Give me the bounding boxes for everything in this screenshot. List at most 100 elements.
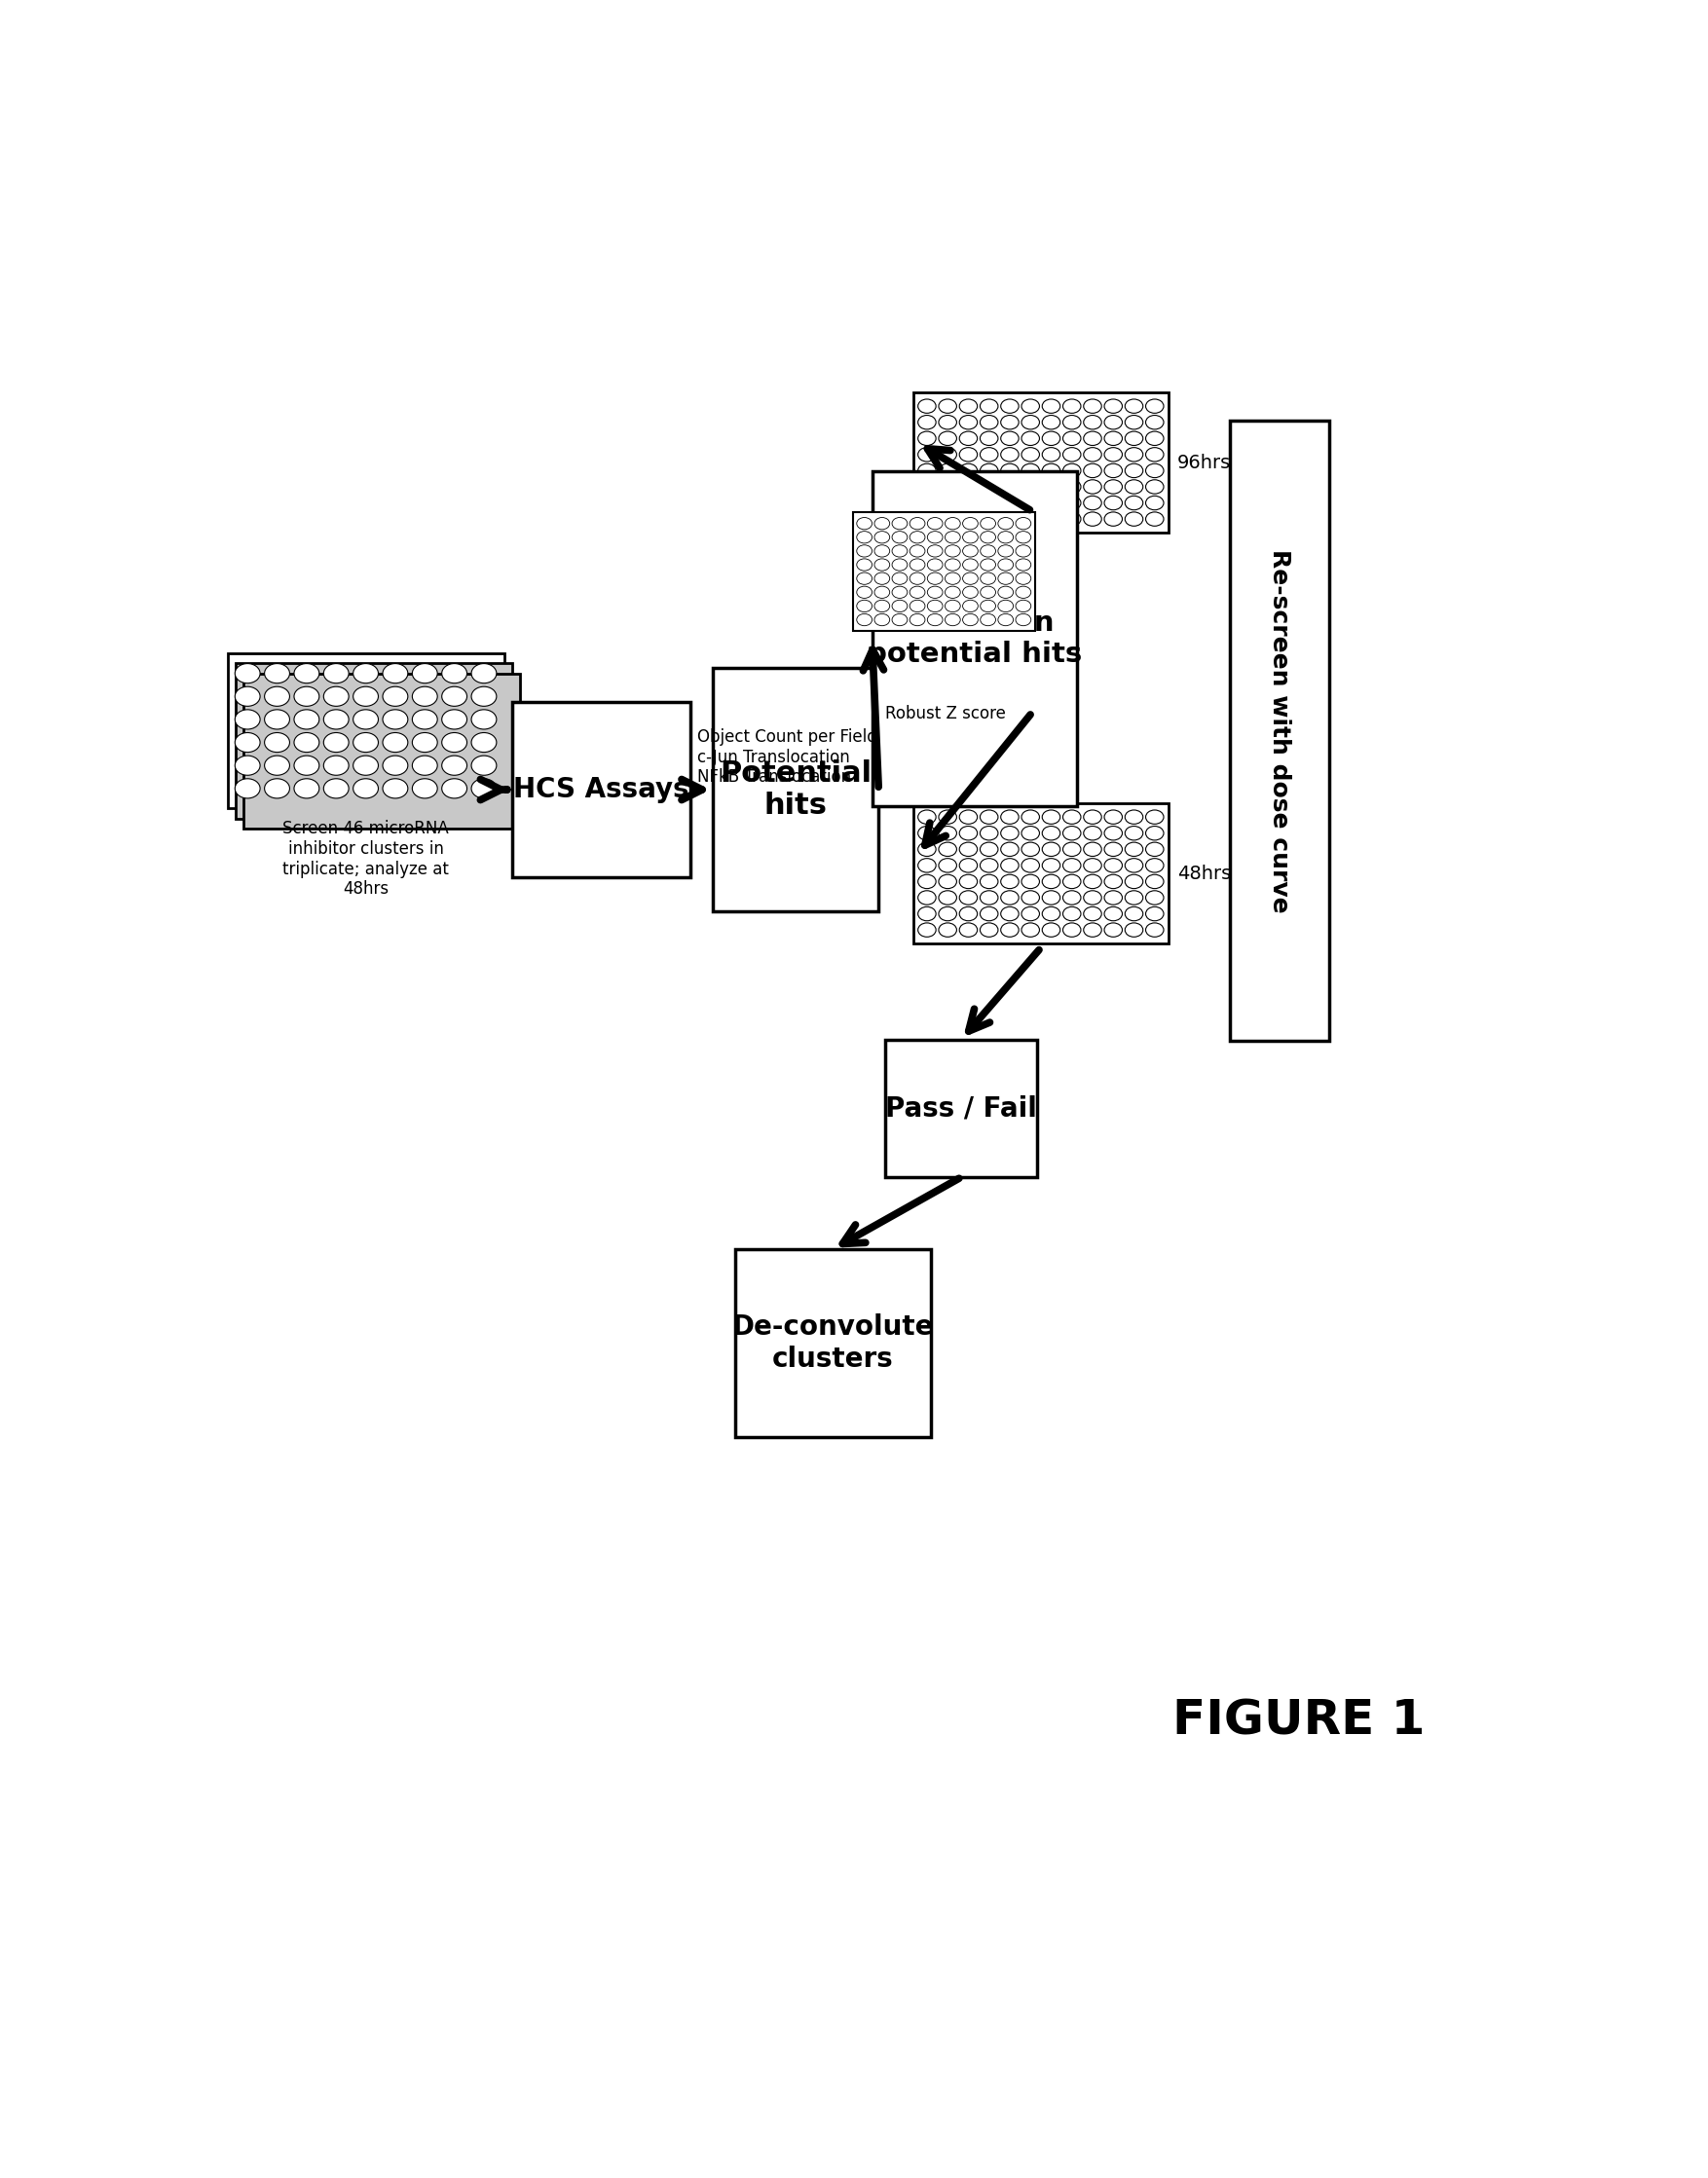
Ellipse shape (1105, 843, 1122, 856)
Ellipse shape (980, 906, 997, 921)
Ellipse shape (1062, 446, 1081, 462)
Ellipse shape (1146, 825, 1163, 841)
Ellipse shape (997, 560, 1013, 571)
Ellipse shape (1021, 431, 1040, 446)
Ellipse shape (997, 518, 1013, 529)
Ellipse shape (1021, 923, 1040, 937)
Ellipse shape (1105, 825, 1122, 841)
Ellipse shape (1126, 891, 1143, 904)
Ellipse shape (960, 497, 977, 510)
Ellipse shape (980, 416, 997, 429)
Ellipse shape (1083, 825, 1102, 841)
Ellipse shape (1126, 464, 1143, 477)
Ellipse shape (1083, 906, 1102, 921)
Ellipse shape (294, 756, 319, 775)
Ellipse shape (412, 732, 437, 751)
Text: 48hrs: 48hrs (1177, 865, 1231, 882)
Ellipse shape (1146, 810, 1163, 823)
Text: Re-screen
potential hits: Re-screen potential hits (868, 610, 1083, 669)
Ellipse shape (412, 686, 437, 706)
Ellipse shape (1042, 512, 1061, 527)
Ellipse shape (963, 531, 979, 542)
Ellipse shape (1146, 479, 1163, 494)
Ellipse shape (874, 544, 890, 558)
Ellipse shape (1146, 843, 1163, 856)
Ellipse shape (945, 586, 960, 599)
Ellipse shape (1105, 858, 1122, 873)
Ellipse shape (892, 560, 907, 571)
Ellipse shape (1146, 858, 1163, 873)
Ellipse shape (945, 544, 960, 558)
Ellipse shape (1146, 512, 1163, 527)
Ellipse shape (442, 756, 466, 775)
Ellipse shape (927, 573, 943, 584)
Ellipse shape (1126, 479, 1143, 494)
Ellipse shape (1146, 497, 1163, 510)
Ellipse shape (1042, 891, 1061, 904)
Ellipse shape (1126, 810, 1143, 823)
Ellipse shape (1001, 416, 1018, 429)
Ellipse shape (1042, 399, 1061, 414)
Ellipse shape (997, 614, 1013, 625)
Ellipse shape (1062, 810, 1081, 823)
Ellipse shape (980, 446, 997, 462)
Ellipse shape (939, 810, 956, 823)
Ellipse shape (354, 756, 377, 775)
Ellipse shape (917, 431, 936, 446)
Ellipse shape (857, 599, 873, 612)
Ellipse shape (857, 518, 873, 529)
Ellipse shape (236, 780, 260, 799)
Ellipse shape (917, 810, 936, 823)
Ellipse shape (997, 586, 1013, 599)
Ellipse shape (354, 710, 377, 730)
Ellipse shape (874, 614, 890, 625)
Ellipse shape (960, 825, 977, 841)
Ellipse shape (874, 599, 890, 612)
Ellipse shape (1042, 497, 1061, 510)
Ellipse shape (910, 531, 926, 542)
Ellipse shape (471, 780, 497, 799)
Ellipse shape (1146, 399, 1163, 414)
Ellipse shape (1062, 825, 1081, 841)
Ellipse shape (442, 732, 466, 751)
Ellipse shape (1016, 599, 1032, 612)
Ellipse shape (1016, 518, 1032, 529)
Ellipse shape (1146, 906, 1163, 921)
Ellipse shape (442, 710, 466, 730)
Ellipse shape (294, 780, 319, 799)
Ellipse shape (1021, 497, 1040, 510)
Ellipse shape (1042, 431, 1061, 446)
Ellipse shape (980, 573, 996, 584)
Ellipse shape (892, 599, 907, 612)
Ellipse shape (1021, 858, 1040, 873)
Ellipse shape (1126, 416, 1143, 429)
Bar (227, 653, 504, 808)
Ellipse shape (1042, 858, 1061, 873)
Ellipse shape (442, 686, 466, 706)
Bar (885, 1039, 1037, 1176)
Ellipse shape (1126, 399, 1143, 414)
Ellipse shape (1146, 431, 1163, 446)
Ellipse shape (857, 560, 873, 571)
Ellipse shape (1042, 416, 1061, 429)
Ellipse shape (917, 399, 936, 414)
Ellipse shape (1001, 431, 1018, 446)
Ellipse shape (1083, 876, 1102, 889)
Ellipse shape (1105, 497, 1122, 510)
Ellipse shape (910, 573, 926, 584)
Text: Pass / Fail: Pass / Fail (885, 1096, 1037, 1122)
Bar (914, 392, 1168, 531)
Text: Re-screen with dose curve: Re-screen with dose curve (1267, 549, 1291, 913)
Ellipse shape (939, 416, 956, 429)
Ellipse shape (857, 531, 873, 542)
Ellipse shape (471, 664, 497, 684)
Ellipse shape (1001, 512, 1018, 527)
Ellipse shape (960, 810, 977, 823)
Ellipse shape (1105, 876, 1122, 889)
Ellipse shape (1042, 876, 1061, 889)
Ellipse shape (963, 560, 979, 571)
Ellipse shape (980, 431, 997, 446)
Ellipse shape (980, 614, 996, 625)
Ellipse shape (892, 614, 907, 625)
Ellipse shape (939, 512, 956, 527)
